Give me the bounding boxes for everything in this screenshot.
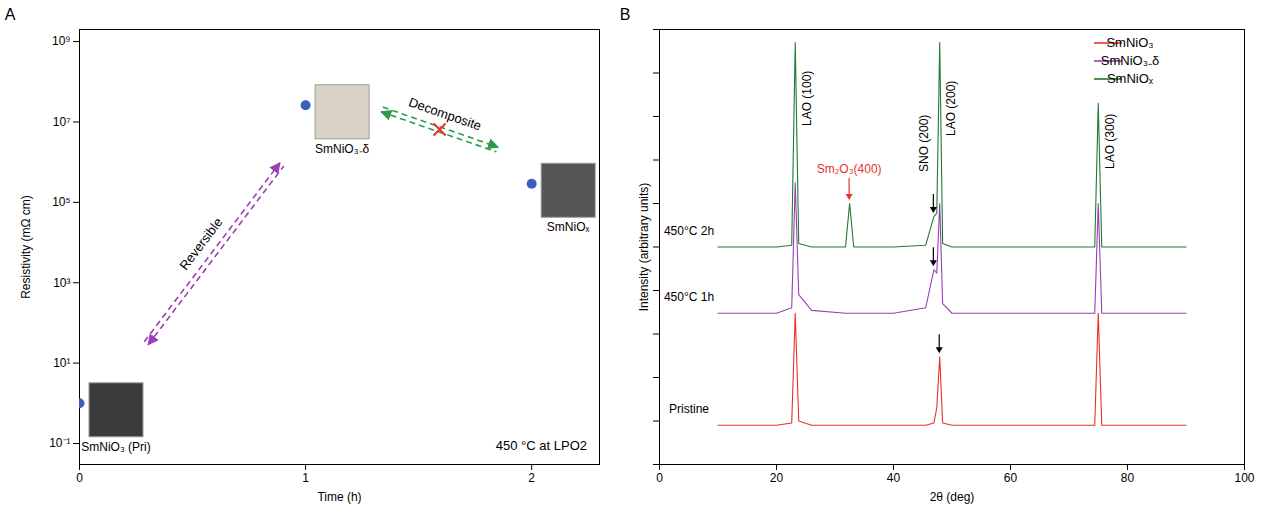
- svg-text:10⁷: 10⁷: [53, 115, 71, 129]
- svg-text:60: 60: [1004, 471, 1018, 485]
- svg-text:10⁵: 10⁵: [52, 195, 70, 209]
- svg-text:LAO (200): LAO (200): [944, 81, 958, 136]
- svg-text:B: B: [620, 6, 631, 23]
- svg-text:100: 100: [1234, 471, 1254, 485]
- svg-text:Time (h): Time (h): [317, 490, 361, 504]
- svg-text:1: 1: [302, 471, 309, 485]
- svg-text:450 °C at LPO2: 450 °C at LPO2: [496, 438, 587, 453]
- svg-text:SmNiO₃₋δ: SmNiO₃₋δ: [315, 142, 370, 156]
- svg-text:SmNiOₓ: SmNiOₓ: [547, 220, 590, 234]
- svg-text:450°C 1h: 450°C 1h: [664, 290, 714, 304]
- svg-text:10¹: 10¹: [53, 356, 70, 370]
- svg-text:2: 2: [528, 471, 535, 485]
- svg-text:10³: 10³: [53, 276, 70, 290]
- svg-text:40: 40: [887, 471, 901, 485]
- svg-text:LAO (100): LAO (100): [800, 71, 814, 126]
- svg-text:10⁹: 10⁹: [52, 34, 71, 48]
- svg-text:A: A: [5, 6, 16, 23]
- svg-text:LAO (300): LAO (300): [1103, 114, 1117, 169]
- svg-text:Sm₂O₃(400): Sm₂O₃(400): [817, 162, 882, 176]
- svg-text:2θ (deg): 2θ (deg): [930, 490, 975, 504]
- svg-text:Reversible: Reversible: [176, 215, 225, 273]
- svg-text:Decomposite: Decomposite: [407, 94, 484, 133]
- svg-text:0: 0: [76, 471, 83, 485]
- svg-text:Intensity (arbitrary units): Intensity (arbitrary units): [637, 183, 651, 312]
- svg-text:SmNiO₃ (Pri): SmNiO₃ (Pri): [81, 440, 151, 454]
- svg-text:20: 20: [770, 471, 784, 485]
- svg-text:0: 0: [656, 471, 663, 485]
- svg-text:SNO (200): SNO (200): [917, 115, 931, 172]
- svg-text:SmNiO₃₋δ: SmNiO₃₋δ: [1101, 53, 1159, 68]
- svg-text:80: 80: [1121, 471, 1135, 485]
- svg-text:Pristine: Pristine: [669, 402, 709, 416]
- svg-text:SmNiOₓ: SmNiOₓ: [1107, 71, 1154, 86]
- svg-text:10⁻¹: 10⁻¹: [49, 436, 70, 450]
- svg-text:SmNiO₃: SmNiO₃: [1106, 35, 1153, 50]
- svg-text:Resistivity (mΩ cm): Resistivity (mΩ cm): [19, 195, 33, 299]
- svg-text:450°C 2h: 450°C 2h: [664, 224, 714, 238]
